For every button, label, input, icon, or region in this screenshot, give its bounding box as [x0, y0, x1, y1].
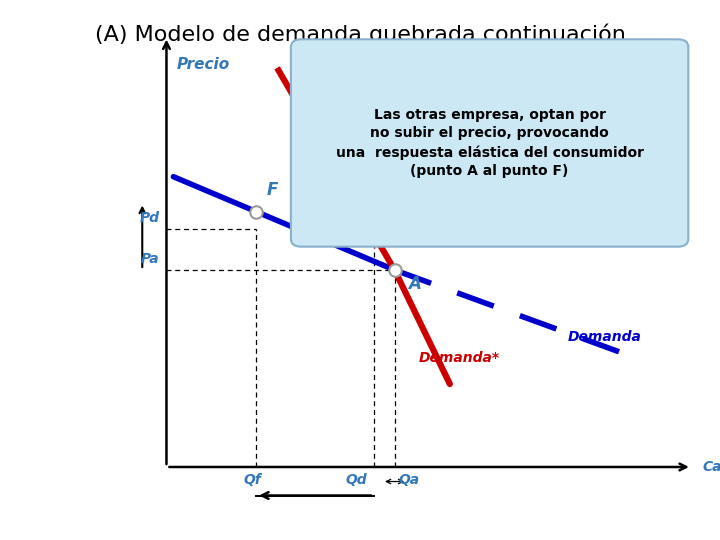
- Text: F: F: [266, 181, 278, 199]
- Text: Pd: Pd: [140, 211, 160, 225]
- Text: Qa: Qa: [398, 473, 419, 487]
- Text: Qd: Qd: [346, 473, 367, 487]
- Text: Cantidad: Cantidad: [702, 460, 720, 474]
- Text: (A) Modelo de demanda quebrada continuación: (A) Modelo de demanda quebrada continuac…: [94, 24, 626, 45]
- Text: A: A: [408, 275, 421, 293]
- Text: d: d: [386, 208, 398, 227]
- Text: Qf: Qf: [244, 473, 262, 487]
- Text: Las otras empresa, optan por
no subir el precio, provocando
una  respuesta elást: Las otras empresa, optan por no subir el…: [336, 108, 644, 178]
- Text: Demanda: Demanda: [567, 330, 642, 345]
- Text: Pa: Pa: [141, 252, 160, 266]
- FancyBboxPatch shape: [291, 39, 688, 247]
- Text: Precio: Precio: [177, 57, 230, 72]
- Text: Demanda*: Demanda*: [419, 351, 500, 365]
